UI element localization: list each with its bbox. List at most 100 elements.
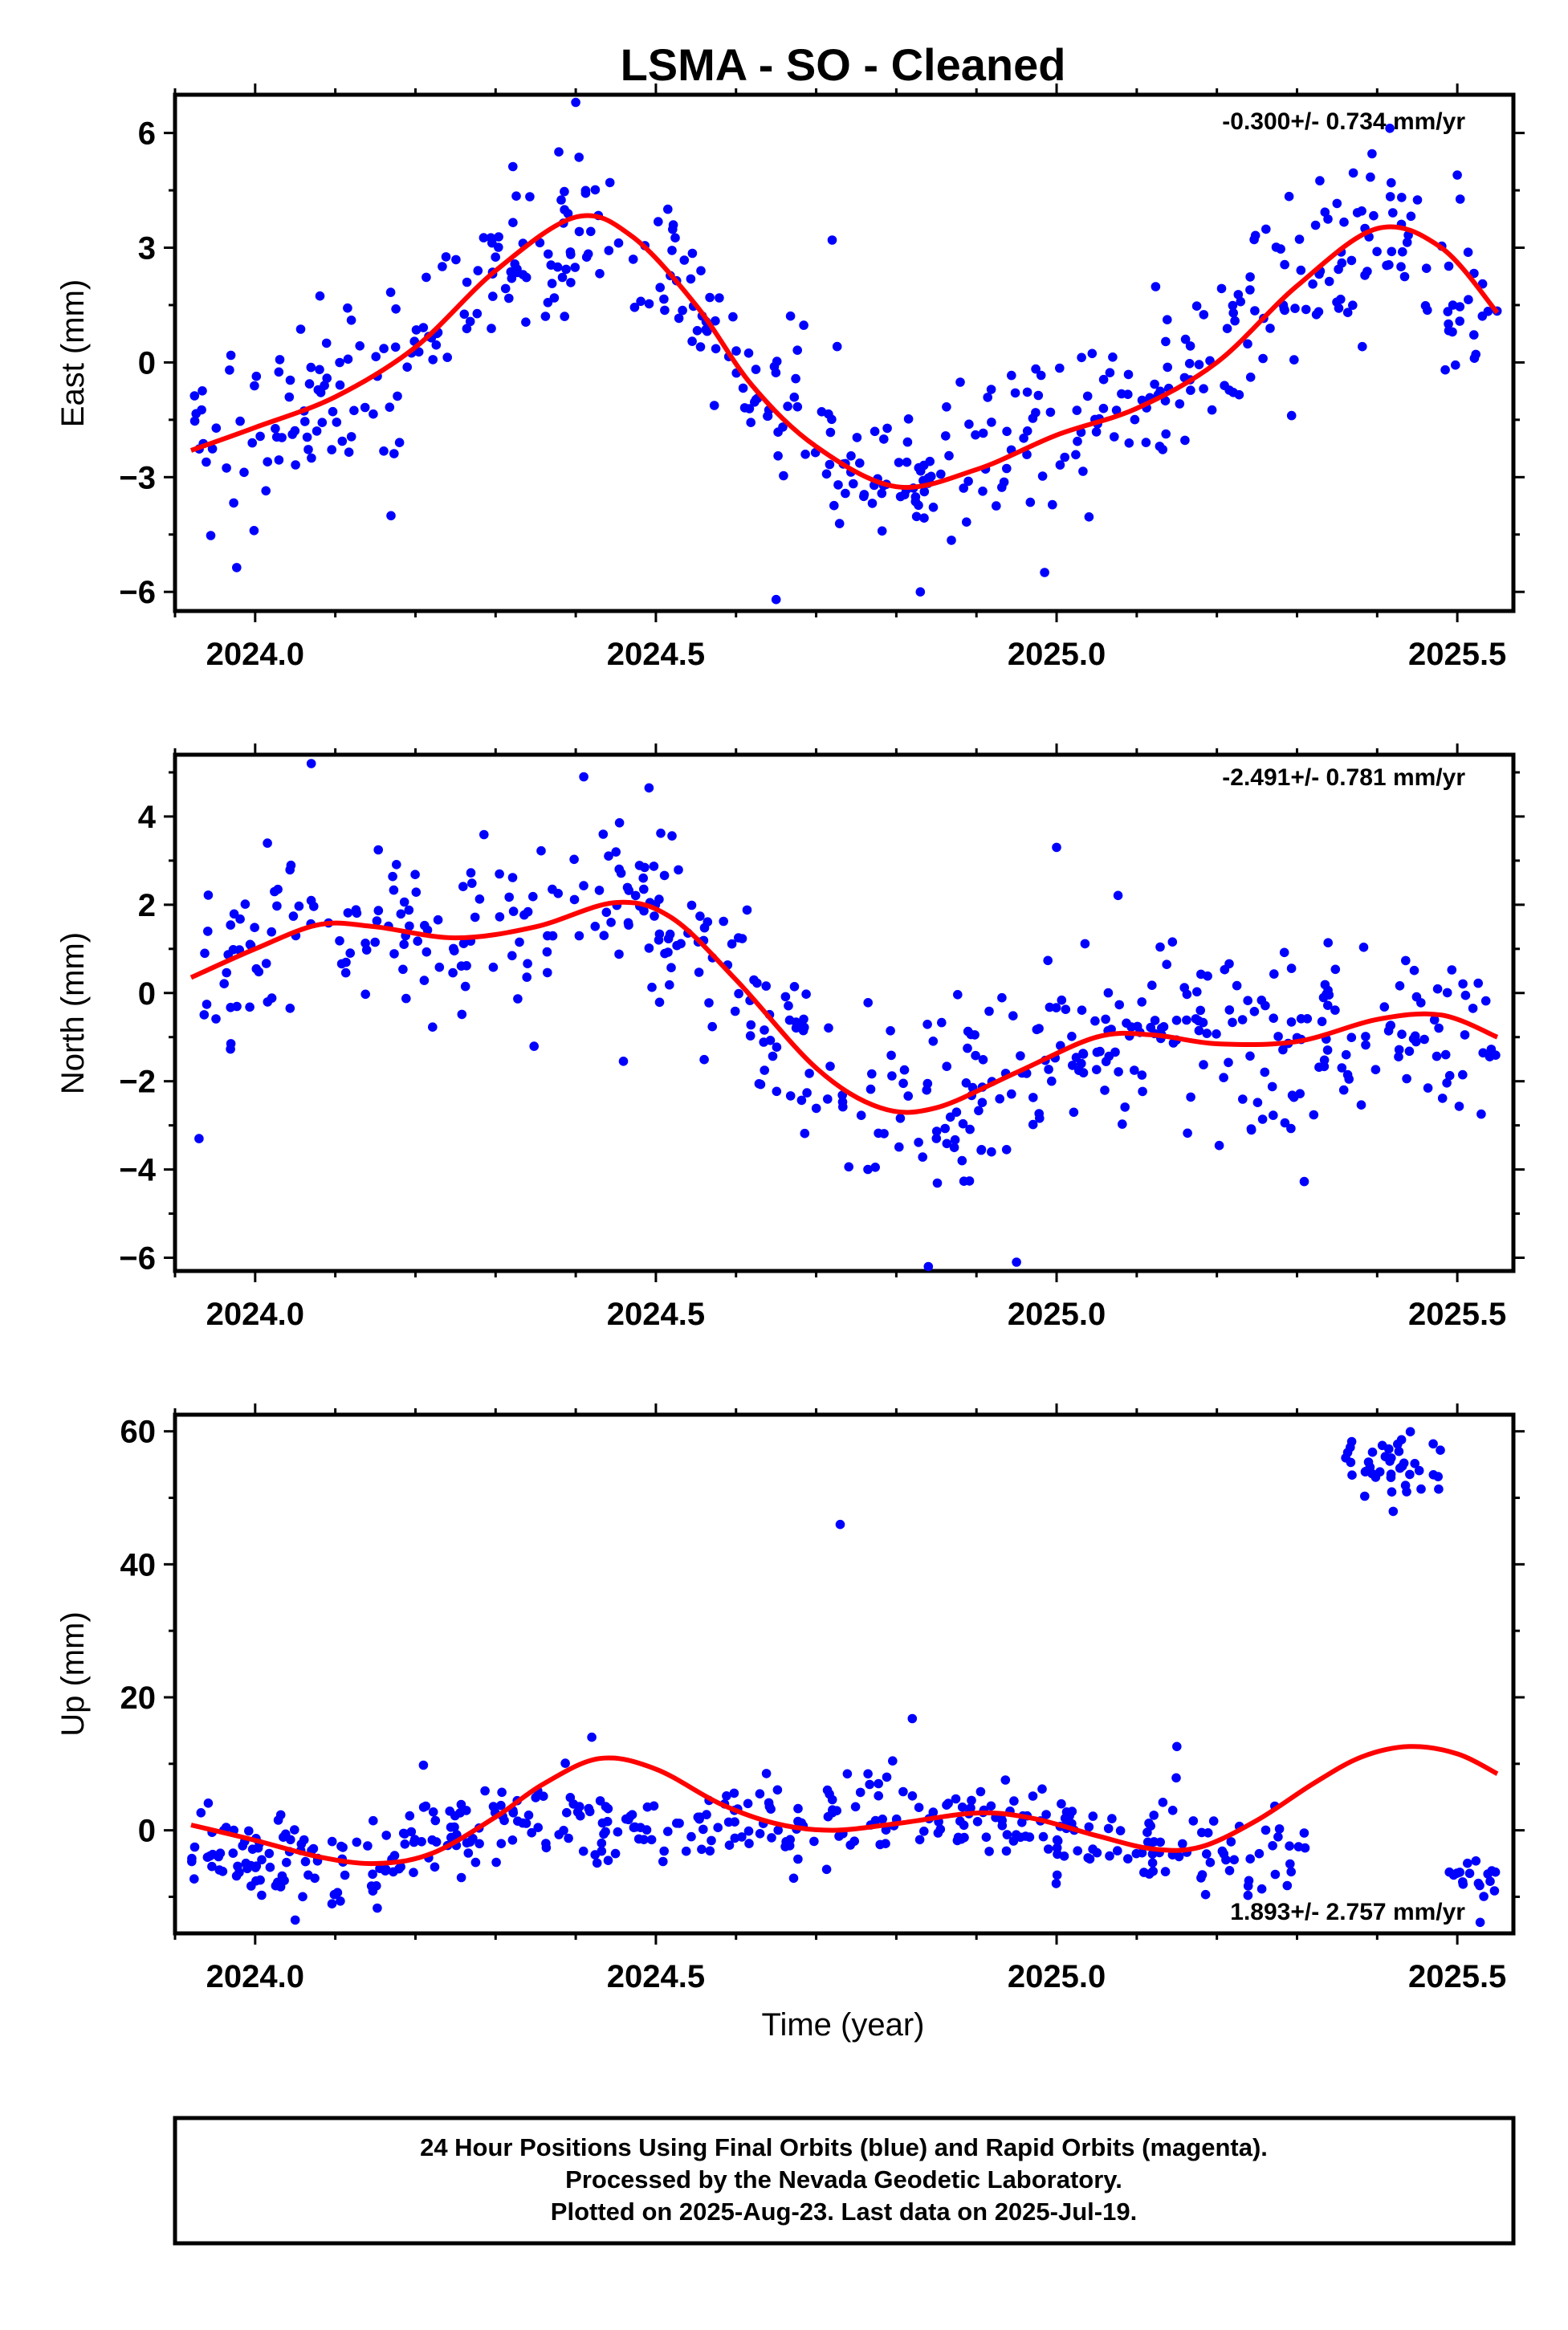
data-point [793,1803,803,1814]
data-point [341,957,351,967]
data-point [1151,282,1161,291]
data-point [941,431,951,441]
data-point [613,238,624,248]
data-point [1113,890,1123,901]
data-point [1118,1119,1127,1129]
data-point [586,226,596,237]
data-point [665,929,675,939]
data-point [547,279,557,288]
data-point [649,862,659,871]
data-point [474,1839,484,1849]
data-point [978,428,988,438]
data-points [189,97,1502,605]
data-point [1434,1484,1444,1494]
data-point [1025,497,1036,507]
data-point [1416,1484,1426,1494]
data-point [931,1134,942,1143]
data-point [1254,1848,1265,1859]
data-point [1249,1007,1260,1016]
data-point [947,536,956,545]
footer-frame [173,2116,1516,2246]
x-tick-label: 2025.0 [1008,637,1106,672]
data-point [470,912,480,923]
data-point [1273,1832,1283,1842]
data-point [575,1802,584,1811]
data-point [863,1164,873,1175]
data-point [987,418,996,427]
data-point [574,153,584,162]
data-point [895,1114,906,1123]
data-point [743,1826,754,1836]
data-point [899,1065,910,1075]
data-point [772,1086,782,1097]
data-point [1212,1029,1221,1039]
data-point [557,272,568,283]
data-point [772,1785,783,1795]
data-point [1180,435,1190,446]
data-point [386,511,396,521]
data-point [372,1881,381,1891]
data-point [373,906,384,915]
data-point [976,1145,986,1155]
data-point [1485,1876,1495,1886]
data-point [687,248,698,259]
data-point [1207,405,1217,415]
data-point [780,992,791,1002]
data-point [1402,1073,1411,1084]
data-point [279,1832,288,1842]
data-point [970,1030,979,1040]
data-point [1044,1844,1053,1854]
data-point [737,1832,747,1842]
data-point [1479,1892,1489,1901]
data-point [1083,1853,1093,1863]
data-point [343,908,353,918]
data-point [552,262,563,272]
data-point [559,1826,568,1835]
data-point [574,226,584,237]
data-point [233,1861,242,1872]
data-point [1191,301,1202,312]
data-point [564,1833,573,1843]
data-point [614,949,624,959]
data-point [754,1079,764,1089]
data-point [618,1057,629,1066]
data-point [1257,1114,1268,1124]
data-point [1245,1051,1255,1061]
data-point [1361,1466,1371,1477]
data-point [992,501,1001,511]
data-point [1149,1811,1159,1820]
data-point [1113,1846,1122,1855]
data-point [1053,1836,1063,1846]
data-point [696,266,706,276]
data-point [922,1020,932,1029]
data-point [202,927,213,936]
data-point [928,1037,939,1046]
data-point [1487,1866,1497,1876]
data-point [825,459,835,470]
data-point [638,873,648,883]
data-point [1107,1814,1117,1823]
data-point [1324,990,1334,1000]
data-point [496,1800,506,1811]
data-point [886,1050,896,1061]
data-point [1108,352,1118,362]
data-point [915,587,926,597]
data-point [1182,989,1192,1000]
data-point [316,388,326,397]
data-point [603,1855,613,1865]
data-point [335,380,345,390]
data-point [1395,981,1405,991]
data-point [500,283,511,294]
data-point [327,1899,337,1908]
fit-curve [189,213,1500,491]
data-point [463,1848,474,1858]
data-point [955,1816,965,1826]
data-point [997,483,1007,492]
data-point [222,967,232,978]
data-point [1002,1830,1012,1839]
y-tick-label: 20 [120,1680,157,1716]
data-point [245,1002,255,1012]
data-point [730,1833,740,1843]
data-point [639,906,649,916]
data-point [641,1825,652,1835]
